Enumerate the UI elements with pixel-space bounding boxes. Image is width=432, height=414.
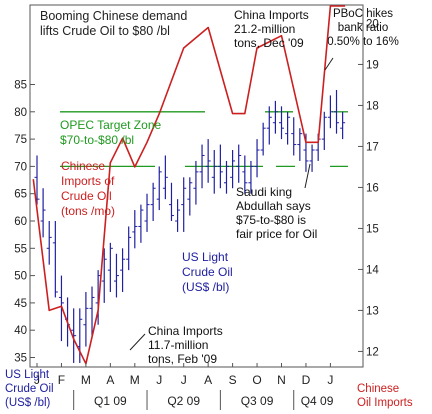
price-bar xyxy=(217,144,223,189)
left-axis-tick-label: 65 xyxy=(14,189,27,201)
left-axis-tick-label: 55 xyxy=(14,243,27,255)
right-axis-tick-label: 13 xyxy=(366,305,379,317)
price-bar xyxy=(260,122,266,156)
price-bar xyxy=(162,155,168,200)
price-bar xyxy=(120,248,126,292)
annotation-connector xyxy=(304,163,311,189)
month-label: F xyxy=(58,373,65,387)
price-bar xyxy=(291,117,297,156)
right-axis-tick-label: 15 xyxy=(366,223,379,235)
left-axis-tick-label: 70 xyxy=(14,161,27,173)
price-bar xyxy=(89,286,95,336)
left-axis-tick-label: 60 xyxy=(14,216,27,228)
right-axis-tick-label: 16 xyxy=(366,182,379,194)
price-series-label: US Light Crude Oil (US$ /bl) xyxy=(182,250,233,294)
price-bar xyxy=(34,155,40,205)
price-bar xyxy=(175,199,181,232)
price-bar xyxy=(279,106,284,140)
price-bar xyxy=(254,139,260,178)
price-bar xyxy=(321,111,327,151)
annotation-connector xyxy=(324,57,334,71)
annotation-connector xyxy=(129,333,146,351)
price-bar xyxy=(187,177,193,216)
price-bar xyxy=(101,248,107,303)
price-bar xyxy=(168,182,174,221)
right-axis-label: Chinese Oil Imports xyxy=(357,383,413,409)
month-label: A xyxy=(204,373,212,387)
price-bar xyxy=(230,150,236,189)
annotation-pboc: PBoC hikes bank ratio 0.50% to 16% xyxy=(327,8,399,48)
month-label: M xyxy=(130,373,140,387)
price-bar xyxy=(236,144,242,183)
month-label: M xyxy=(81,373,91,387)
annotation-saudi: Saudi king Abdullah says $75-to-$80 is fair… xyxy=(236,185,317,241)
price-bar xyxy=(199,144,205,189)
quarter-label: Q1 09 xyxy=(94,394,127,408)
month-label: D xyxy=(302,373,311,387)
left-axis-tick-label: 85 xyxy=(14,80,27,92)
price-bar xyxy=(211,150,217,194)
price-bar xyxy=(223,160,229,194)
price-bar xyxy=(107,242,113,292)
quarter-label: Q4 09 xyxy=(301,394,334,408)
left-axis-tick-label: 75 xyxy=(14,134,27,146)
month-label: J xyxy=(34,373,40,387)
annotation-dec-imports: China Imports 21.2-million tons, Dec '09 xyxy=(234,8,309,50)
right-axis-tick-label: 18 xyxy=(366,100,379,112)
price-bar xyxy=(181,177,187,232)
price-bar xyxy=(71,308,77,363)
month-label: J xyxy=(156,373,162,387)
price-bar xyxy=(150,182,156,221)
price-bar xyxy=(156,166,162,211)
price-bar xyxy=(193,160,199,205)
price-bar xyxy=(327,95,333,129)
price-bar xyxy=(126,226,132,271)
price-bar xyxy=(83,291,89,347)
month-label: S xyxy=(229,373,237,387)
right-axis-tick-label: 12 xyxy=(366,346,379,358)
month-label: A xyxy=(106,373,114,387)
price-bar xyxy=(205,139,211,183)
price-bar xyxy=(309,144,315,172)
price-bar xyxy=(272,100,278,134)
price-bar xyxy=(266,106,272,145)
price-bar xyxy=(297,128,303,161)
month-label: J xyxy=(327,373,333,387)
left-axis-tick-label: 80 xyxy=(14,107,27,119)
price-bar xyxy=(46,221,52,265)
month-label: N xyxy=(277,373,286,387)
quarter-label: Q3 09 xyxy=(241,394,274,408)
right-axis-tick-label: 17 xyxy=(366,141,379,153)
price-bar xyxy=(144,193,150,232)
price-bar xyxy=(334,89,340,134)
right-axis-tick-label: 14 xyxy=(366,264,379,276)
quarter-label: Q2 09 xyxy=(167,394,200,408)
price-bar xyxy=(138,204,144,243)
chart-title: Booming Chinese demand lifts Crude Oil to… xyxy=(40,9,187,38)
price-bar xyxy=(40,188,46,238)
price-bar xyxy=(132,210,138,249)
left-axis-label: US Light Crude Oil (US$ /bl) xyxy=(5,369,54,409)
right-axis-tick-label: 20 xyxy=(366,18,379,30)
right-axis-tick-label: 19 xyxy=(366,59,379,71)
imports-line xyxy=(32,5,346,365)
price-bar xyxy=(242,155,248,194)
price-bar xyxy=(285,111,291,145)
left-axis-tick-label: 35 xyxy=(14,353,27,365)
month-label: O xyxy=(252,373,261,387)
price-bar xyxy=(248,160,254,194)
price-bar xyxy=(340,111,346,140)
target-zone-label: OPEC Target Zone $70-to-$80 /bl xyxy=(60,118,161,147)
imports-series-label: Chinese Imports of Crude Oil (tons /mo) xyxy=(61,159,115,218)
left-axis-tick-label: 50 xyxy=(14,271,27,283)
annotation-feb-imports: China Imports 11.7-million tons, Feb '09 xyxy=(148,324,223,366)
left-axis-tick-label: 40 xyxy=(14,325,27,337)
price-bar xyxy=(52,221,58,298)
month-label: J xyxy=(181,373,187,387)
left-axis-tick-label: 45 xyxy=(14,298,27,310)
price-bar xyxy=(113,253,119,298)
